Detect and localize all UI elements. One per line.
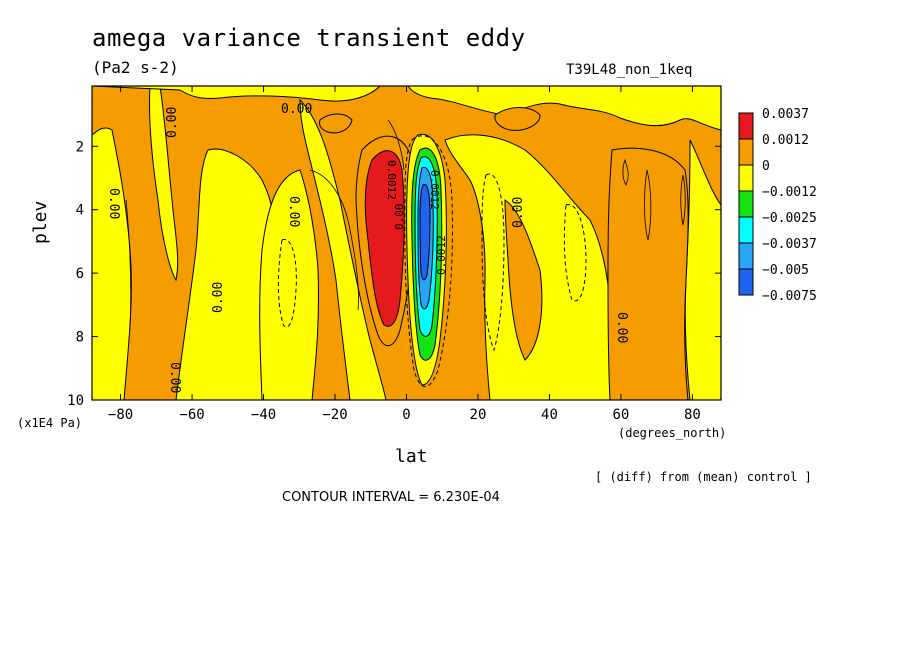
x-tick-label: 20 [470,407,487,423]
difference-note: [ (diff) from (mean) control ] [595,470,812,484]
contour-label: 0.00 [106,188,121,219]
colorbar-swatch [738,190,754,218]
y-tick-label: 4 [76,203,84,219]
colorbar-swatch [738,164,754,192]
neg-contour-b [481,173,505,352]
x-tick-label: 0 [402,407,410,423]
colorbar-label: 0 [762,159,770,174]
neg-contour-c [563,204,587,302]
contour-label: 0.00 [393,204,406,231]
field-yellow-left [92,127,132,400]
field-orange-pocket-c [494,107,541,131]
field-orange-pocket-b [607,147,689,400]
contour-label: 0.00 [511,197,526,228]
negative-contours [277,135,587,387]
contour-label: 0.0012 [435,235,448,275]
contour-label: 0.00 [211,282,226,313]
colorbar-label: −0.005 [762,263,809,278]
x-tick-label: 60 [613,407,630,423]
colorbar-label: −0.0025 [762,211,817,226]
colorbar-swatch [738,138,754,166]
x-tick-label: −40 [251,407,276,423]
neg-contour-d [404,135,453,387]
x-axis-label: lat [395,446,428,467]
colorbar-label: −0.0037 [762,237,817,252]
axes: −80 −60 −40 −20 0 20 40 60 80 2 4 6 8 10 [67,86,721,423]
contour-field: 0.00 0.00 0.00 0.00 0.00 0.00 0.00 0.00 … [92,86,721,400]
x-tick-label: −80 [108,407,133,423]
x-tick-label: −60 [179,407,204,423]
x-tick-label: −20 [322,407,347,423]
contour-label: 0.00 [165,107,180,138]
chart-units: (Pa2 s-2) [92,58,179,77]
field-deepblue-minimum [419,184,431,281]
x-tick-label: 80 [684,407,701,423]
contour-label: 0.00 [614,312,629,343]
y-tick-label: 6 [76,266,84,282]
y-tick-label: 8 [76,330,84,346]
positive-contours [125,119,686,331]
chart-title: amega variance transient eddy [92,24,526,52]
field-yellow-top [92,86,381,102]
contour-interval: CONTOUR INTERVAL = 6.230E-04 [282,490,500,505]
pos-contour-e [644,169,652,241]
colorbar-swatch [738,242,754,270]
field-yellow-right-edge [684,139,721,400]
colorbar-label: −0.0012 [762,185,817,200]
y-tick-label: 2 [76,139,84,155]
field-orange-pocket-d [319,113,353,134]
field-yellow-upper-band [148,86,179,282]
colorbar-swatch [738,216,754,244]
colorbar-label: 0.0012 [762,133,809,148]
colorbar-label: −0.0075 [762,289,817,304]
y-tick-label: 10 [67,393,84,409]
contour-label: 0.00 [167,362,182,393]
field-red-maximum [364,150,405,327]
colorbar-swatch [738,268,754,296]
pos-contour-c [125,199,132,331]
contour-labels: 0.00 0.00 0.00 0.00 0.00 0.00 0.00 0.00 … [106,102,629,393]
field-yellow-midleft [259,169,320,400]
contour-label: 0.0012 [428,170,441,210]
pos-contour-b [387,119,405,171]
colorbar: 0.0037 0.0012 0 −0.0012 −0.0025 −0.0037 −0.005… [738,107,817,304]
y-axis-unit: (x1E4 Pa) [17,416,83,430]
pos-contour-d [622,158,629,186]
pos-contour-f [680,174,686,226]
x-axis-unit: (degrees_north) [618,426,727,440]
contour-label: 0.00 [281,102,312,117]
x-tick-label: 40 [541,407,558,423]
contour-label: 0.0012 [385,160,398,200]
field-yellow-topright [407,86,721,131]
field-orange-pocket-a [504,199,543,361]
run-name: T39L48_non_1keq [566,62,693,78]
contour-label: 0.00 [286,196,301,227]
colorbar-label: 0.0037 [762,107,809,122]
pos-contour-a [309,169,359,311]
colorbar-swatch [738,112,754,140]
y-axis-label: plev [30,200,51,244]
